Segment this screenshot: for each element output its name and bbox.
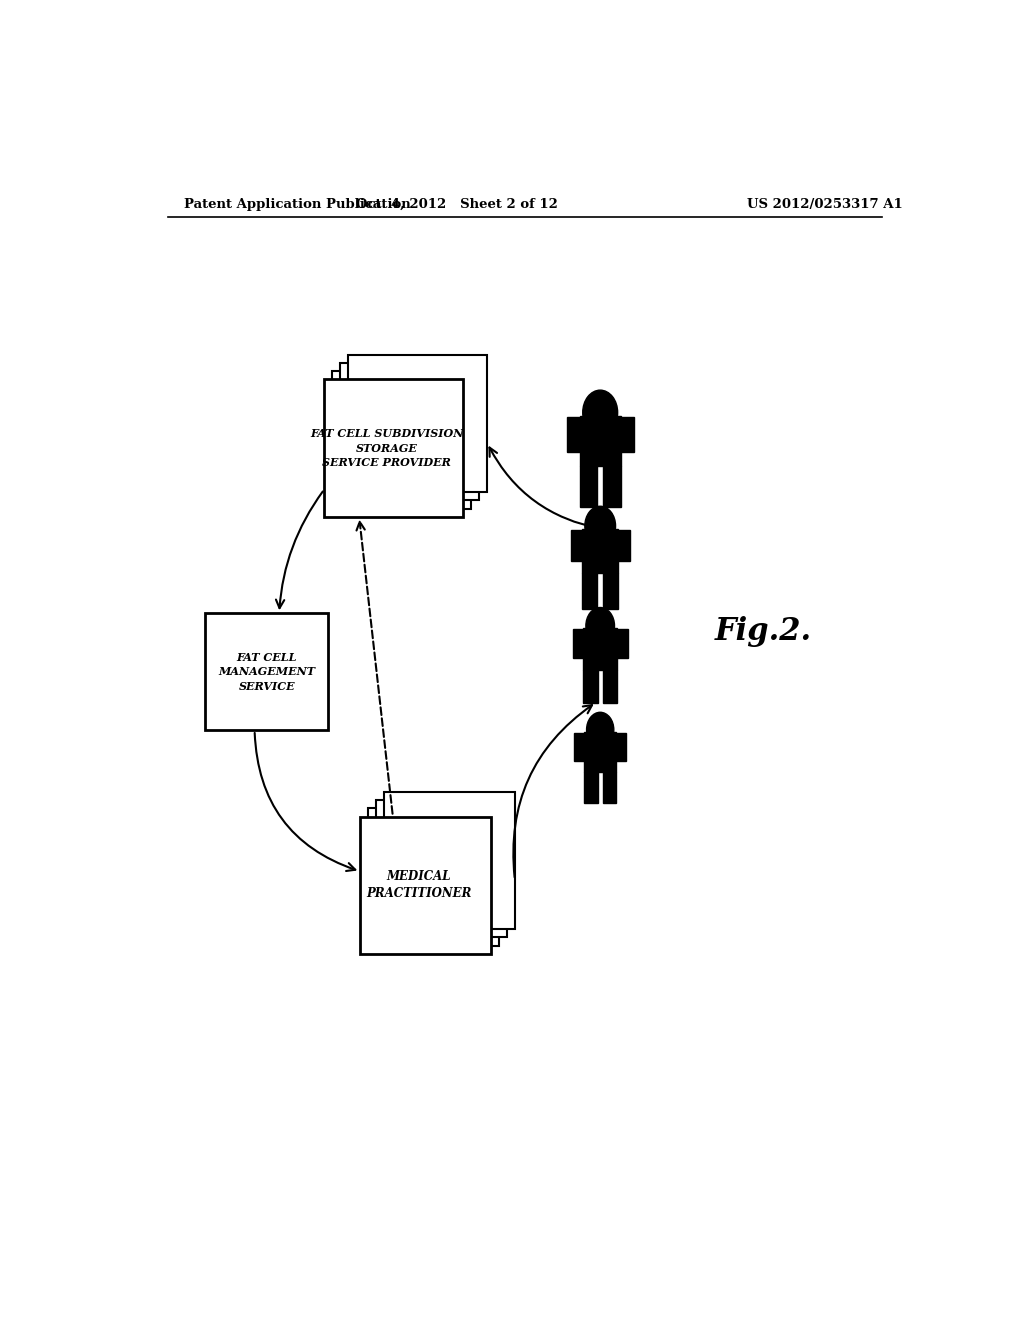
Bar — [325, 379, 463, 516]
Bar — [574, 733, 584, 760]
Bar — [384, 792, 515, 929]
Bar — [376, 800, 507, 937]
Bar — [348, 355, 487, 492]
Circle shape — [587, 713, 613, 747]
Bar — [206, 614, 329, 730]
Text: US 2012/0253317 A1: US 2012/0253317 A1 — [748, 198, 903, 211]
Text: FAT CELL
MANAGEMENT
SERVICE: FAT CELL MANAGEMENT SERVICE — [218, 652, 315, 692]
Bar — [360, 817, 492, 954]
Bar — [584, 733, 616, 772]
Bar — [580, 416, 621, 466]
Bar — [617, 630, 628, 659]
Bar — [368, 808, 499, 945]
Bar — [616, 733, 627, 760]
Bar — [584, 671, 598, 704]
Circle shape — [586, 607, 614, 644]
Circle shape — [583, 391, 617, 434]
Bar — [582, 528, 618, 573]
Text: FAT CELL SUBDIVISION
STORAGE
SERVICE PROVIDER: FAT CELL SUBDIVISION STORAGE SERVICE PRO… — [310, 428, 464, 469]
Bar — [567, 417, 580, 453]
Bar — [584, 772, 598, 804]
Text: Fig.2.: Fig.2. — [715, 615, 811, 647]
Bar — [333, 371, 471, 508]
Bar — [584, 628, 617, 671]
Bar — [340, 363, 479, 500]
Bar — [582, 573, 597, 609]
Bar — [603, 772, 616, 804]
Text: Patent Application Publication: Patent Application Publication — [183, 198, 411, 211]
Bar — [621, 417, 634, 453]
Bar — [603, 671, 617, 704]
Bar — [603, 573, 618, 609]
Bar — [570, 529, 582, 561]
Bar — [618, 529, 630, 561]
Text: MEDICAL
PRACTITIONER: MEDICAL PRACTITIONER — [367, 870, 472, 900]
Bar — [572, 630, 584, 659]
Circle shape — [585, 507, 615, 545]
Bar — [580, 466, 597, 507]
Bar — [603, 466, 621, 507]
Text: Oct. 4, 2012   Sheet 2 of 12: Oct. 4, 2012 Sheet 2 of 12 — [356, 198, 558, 211]
